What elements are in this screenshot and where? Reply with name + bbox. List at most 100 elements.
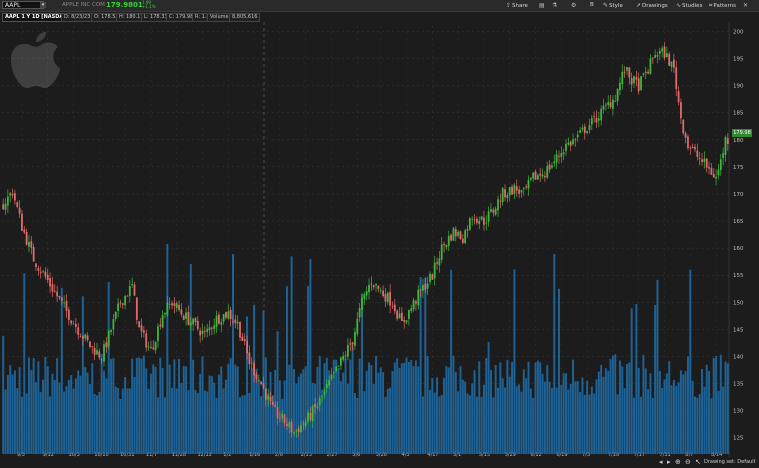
volume-bar bbox=[335, 359, 338, 454]
candle-body bbox=[206, 328, 209, 332]
volume-bar bbox=[522, 369, 525, 454]
candle-body bbox=[410, 308, 413, 312]
candle-body bbox=[407, 310, 410, 319]
volume-bar bbox=[222, 388, 225, 454]
candle-body bbox=[724, 137, 727, 155]
print-button[interactable]: ▤ bbox=[539, 0, 546, 12]
candle-body bbox=[269, 397, 272, 402]
volume-bar bbox=[166, 243, 169, 454]
studies-button[interactable]: ∿Studies bbox=[676, 2, 703, 9]
volume-bar bbox=[18, 367, 21, 454]
volume-bar bbox=[149, 373, 152, 454]
volume-bar bbox=[274, 369, 277, 454]
candle-body bbox=[293, 432, 295, 434]
style-button[interactable]: ✎Style bbox=[603, 2, 623, 9]
candle-body bbox=[576, 134, 579, 138]
volume-bar bbox=[429, 390, 431, 454]
drawings-button[interactable]: ➚Drawings bbox=[636, 2, 668, 9]
candle-body bbox=[234, 319, 237, 323]
volume-bar bbox=[440, 394, 443, 454]
settings-button[interactable]: ⚙ bbox=[571, 0, 577, 12]
flask-button[interactable]: ⚗ bbox=[552, 0, 558, 12]
volume-bar bbox=[281, 398, 284, 454]
candle-body bbox=[579, 130, 581, 133]
candle-body bbox=[297, 428, 300, 433]
candle-body bbox=[468, 218, 471, 230]
candle-body bbox=[405, 320, 408, 323]
share-button[interactable]: ⇪Share bbox=[506, 2, 528, 9]
candle-body bbox=[551, 165, 553, 168]
volume-bar bbox=[220, 366, 223, 454]
symbol-input[interactable]: AAPL bbox=[2, 1, 44, 9]
candle-body bbox=[565, 143, 567, 151]
volume-bar bbox=[717, 390, 720, 454]
volume-bar bbox=[199, 373, 202, 454]
candle-body bbox=[640, 76, 642, 90]
patterns-button[interactable]: ⌗Patterns bbox=[709, 2, 737, 9]
volume-bar bbox=[23, 273, 26, 454]
candle-body bbox=[307, 412, 309, 422]
candle-body bbox=[609, 102, 612, 107]
candle-body bbox=[309, 412, 312, 420]
x-tick-label: 1/16 bbox=[249, 452, 260, 457]
close-button[interactable]: ✕ bbox=[743, 0, 749, 12]
drawing-set-label: Drawing set: Default bbox=[704, 459, 756, 465]
volume-value: 8,805,616 bbox=[229, 13, 261, 22]
volume-bar bbox=[696, 397, 699, 454]
y-tick-label: 165 bbox=[733, 219, 744, 225]
volume-bar bbox=[304, 366, 307, 454]
candle-body bbox=[494, 208, 497, 215]
candle-body bbox=[703, 158, 706, 162]
zoom-icon[interactable]: ⊕ bbox=[675, 458, 681, 466]
candle-body bbox=[93, 348, 96, 355]
last-price: 179.9801 bbox=[106, 1, 143, 9]
volume-bar bbox=[269, 371, 272, 454]
candle-body bbox=[466, 229, 469, 231]
price-chart[interactable]: 200 195 190 185 180 175 170 165 160 155 150 145 140 1… bbox=[0, 22, 759, 457]
candle-body bbox=[400, 312, 403, 322]
volume-bar bbox=[626, 364, 628, 454]
volume-bar bbox=[321, 389, 324, 454]
candle-body bbox=[426, 283, 429, 289]
scroll-left-icon[interactable]: ◂ bbox=[659, 458, 663, 466]
candle-body bbox=[14, 193, 16, 201]
volume-bar bbox=[138, 357, 141, 454]
volume-bar bbox=[447, 367, 450, 454]
bid-button[interactable]: B bbox=[590, 2, 594, 8]
candle-body bbox=[253, 363, 255, 376]
zoom-out-icon[interactable]: ⊖ bbox=[685, 458, 691, 466]
volume-bar bbox=[438, 396, 441, 454]
volume-bar bbox=[46, 366, 49, 454]
volume-bar bbox=[715, 356, 718, 454]
candle-body bbox=[276, 407, 279, 419]
candle-body bbox=[178, 304, 180, 310]
candle-body bbox=[637, 78, 640, 92]
volume-bar bbox=[213, 382, 216, 454]
volume-label: Volume bbox=[207, 13, 232, 22]
candle-body bbox=[607, 102, 610, 105]
cursor-icon[interactable]: ↖ bbox=[695, 458, 701, 466]
volume-bar bbox=[604, 368, 607, 454]
volume-bar bbox=[719, 354, 722, 454]
volume-bar bbox=[654, 305, 657, 454]
symbol-dropdown-icon[interactable]: ▾ bbox=[40, 2, 46, 8]
candle-body bbox=[532, 172, 535, 179]
candle-body bbox=[260, 381, 263, 385]
volume-bar bbox=[417, 366, 420, 454]
candle-body bbox=[271, 402, 274, 405]
candle-body bbox=[450, 234, 452, 241]
candle-body bbox=[487, 211, 490, 222]
candle-body bbox=[166, 302, 169, 315]
candle-body bbox=[386, 292, 389, 303]
candle-body bbox=[708, 167, 710, 169]
volume-bar bbox=[128, 388, 131, 454]
volume-bar bbox=[194, 390, 197, 454]
x-tick-label: 9/5 bbox=[17, 452, 25, 457]
volume-bar bbox=[6, 375, 9, 454]
scroll-right-icon[interactable]: ▸ bbox=[667, 458, 671, 466]
candle-body bbox=[135, 297, 138, 320]
volume-bar bbox=[560, 384, 563, 454]
volume-bar bbox=[675, 385, 678, 454]
volume-bar bbox=[328, 370, 331, 454]
candle-body bbox=[37, 268, 40, 271]
